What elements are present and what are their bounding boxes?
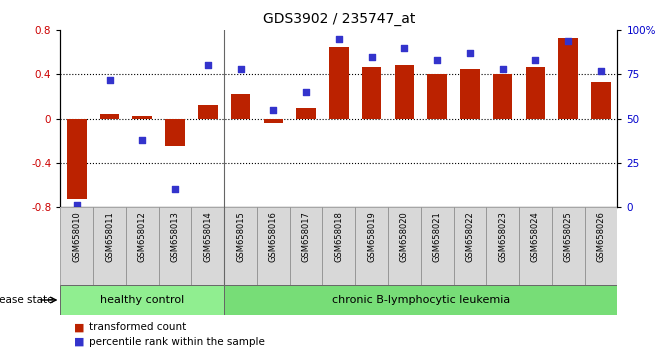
Text: GSM658026: GSM658026 [597, 211, 605, 262]
Point [464, 50, 475, 56]
Bar [191, 207, 224, 285]
Bar [362, 67, 381, 119]
Text: disease state: disease state [0, 295, 54, 305]
Bar [388, 207, 421, 285]
Text: chronic B-lymphocytic leukemia: chronic B-lymphocytic leukemia [331, 295, 510, 305]
Text: ■: ■ [74, 337, 85, 347]
Bar [290, 207, 323, 285]
Bar [591, 82, 611, 119]
Bar [323, 207, 355, 285]
Bar [493, 74, 513, 119]
Bar [395, 65, 414, 119]
Text: percentile rank within the sample: percentile rank within the sample [89, 337, 264, 347]
Point [333, 36, 344, 42]
Point [563, 38, 574, 44]
Text: GSM658022: GSM658022 [466, 211, 474, 262]
Bar [264, 119, 283, 123]
Text: GSM658016: GSM658016 [269, 211, 278, 262]
Point [203, 63, 213, 68]
Bar [165, 119, 185, 146]
Bar [584, 207, 617, 285]
Text: GSM658025: GSM658025 [564, 211, 572, 262]
Bar [60, 285, 224, 315]
Bar [224, 285, 617, 315]
Bar [558, 38, 578, 119]
Title: GDS3902 / 235747_at: GDS3902 / 235747_at [262, 12, 415, 26]
Bar [67, 119, 87, 199]
Text: GSM658015: GSM658015 [236, 211, 245, 262]
Bar [355, 207, 388, 285]
Text: GSM658012: GSM658012 [138, 211, 147, 262]
Bar [454, 207, 486, 285]
Text: GSM658024: GSM658024 [531, 211, 540, 262]
Bar [297, 108, 316, 119]
Bar [231, 94, 250, 119]
Bar [132, 116, 152, 119]
Text: transformed count: transformed count [89, 322, 186, 332]
Point [301, 89, 311, 95]
Point [268, 107, 278, 113]
Bar [329, 47, 349, 119]
Bar [198, 105, 217, 119]
Point [170, 187, 180, 192]
Bar [257, 207, 290, 285]
Point [596, 68, 607, 74]
Text: GSM658018: GSM658018 [334, 211, 344, 262]
Text: GSM658014: GSM658014 [203, 211, 212, 262]
Point [431, 57, 442, 63]
Bar [421, 207, 454, 285]
Point [497, 66, 508, 72]
Bar [100, 114, 119, 119]
Text: ■: ■ [74, 322, 85, 332]
Bar [224, 207, 257, 285]
Point [366, 54, 377, 59]
Bar [519, 207, 552, 285]
Text: GSM658011: GSM658011 [105, 211, 114, 262]
Text: GSM658020: GSM658020 [400, 211, 409, 262]
Bar [525, 67, 546, 119]
Text: GSM658023: GSM658023 [498, 211, 507, 262]
Bar [93, 207, 126, 285]
Bar [552, 207, 584, 285]
Point [236, 66, 246, 72]
Text: GSM658017: GSM658017 [301, 211, 311, 262]
Point [137, 137, 148, 143]
Point [530, 57, 541, 63]
Bar [486, 207, 519, 285]
Text: GSM658013: GSM658013 [170, 211, 180, 262]
Bar [427, 74, 447, 119]
Point [104, 77, 115, 82]
Point [71, 202, 82, 208]
Text: GSM658019: GSM658019 [367, 211, 376, 262]
Point [399, 45, 410, 51]
Text: healthy control: healthy control [100, 295, 185, 305]
Text: GSM658010: GSM658010 [72, 211, 81, 262]
Bar [460, 69, 480, 119]
Bar [60, 207, 93, 285]
Text: GSM658021: GSM658021 [433, 211, 442, 262]
Bar [158, 207, 191, 285]
Bar [126, 207, 158, 285]
